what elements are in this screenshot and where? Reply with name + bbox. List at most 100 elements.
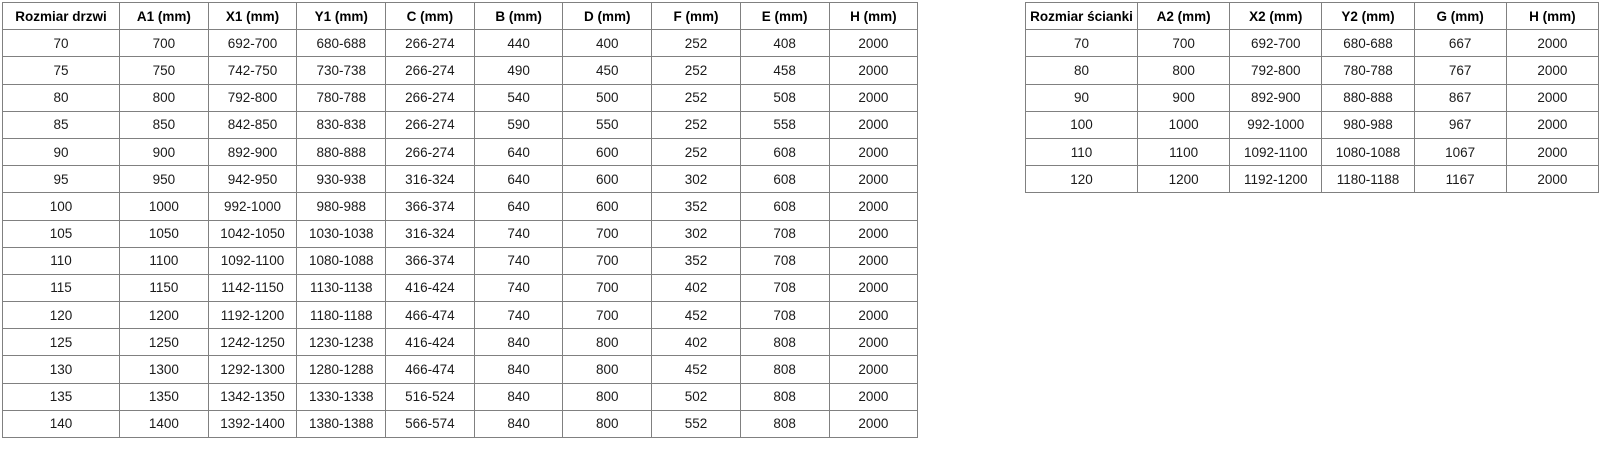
table-cell: 450 [562,56,653,85]
table-cell: 458 [739,56,830,85]
table-cell: 2000 [828,110,919,139]
table-cell: 1180-1188 [1321,165,1415,194]
table-cell: 1000 [1136,110,1231,139]
table-cell: 266-274 [385,83,475,112]
table-cell: 767 [1413,56,1507,85]
table-cell: 500 [562,83,653,112]
table-cell: 70 [2,29,120,58]
table-row: 95 950 942-950 930-938 316-324 640 600 302 608 20… [2,165,919,194]
table-cell: 608 [739,137,830,167]
table-cell: 792-800 [207,83,298,112]
table-cell: 1400 [119,409,209,439]
table-cell: 892-900 [1229,83,1323,112]
table-cell: 2000 [828,301,919,330]
table-cell: 130 [2,355,120,384]
table-cell: 2000 [828,328,919,357]
table-cell: 640 [473,137,564,167]
table-cell: 80 [1025,56,1138,85]
table-cell: 840 [473,409,564,439]
table-cell: 2000 [828,246,919,275]
table-cell: 1100 [119,246,209,275]
table-cell: 680-688 [296,29,387,58]
wall-table-body: 70 700 692-700 680-688 667 2000 80 800 792-800 78… [1025,29,1599,194]
table-cell: 402 [651,273,741,303]
table-cell: 800 [562,409,653,439]
column-header: Rozmiar ścianki [1025,1,1138,31]
table-cell: 252 [651,56,741,85]
table-cell: 316-324 [385,219,475,248]
table-cell: 700 [562,273,653,303]
table-cell: 135 [2,382,120,411]
table-cell: 1392-1400 [207,409,298,439]
table-cell: 967 [1413,110,1507,139]
table-row: 90 900 892-900 880-888 266-274 640 600 252 608 20… [2,137,919,167]
table-row: 110 1100 1092-1100 1080-1088 1067 2000 [1025,137,1599,167]
table-cell: 2000 [1505,56,1599,85]
table-row: 105 1050 1042-1050 1030-1038 316-324 740 700 30… [2,219,919,248]
table-cell: 892-900 [207,137,298,167]
table-cell: 2000 [1505,29,1599,58]
wall-table-header-row: Rozmiar ścianki A2 (mm) X2 (mm) Y2 (mm) G (m… [1025,1,1599,31]
table-cell: 867 [1413,83,1507,112]
table-cell: 600 [562,137,653,167]
column-header: D (mm) [562,1,653,31]
table-cell: 2000 [828,355,919,384]
table-cell: 400 [562,29,653,58]
table-cell: 980-988 [1321,110,1415,139]
column-header: Rozmiar drzwi [2,1,120,31]
table-row: 80 800 792-800 780-788 767 2000 [1025,56,1599,85]
table-cell: 880-888 [296,137,387,167]
table-cell: 640 [473,192,564,221]
column-header: E (mm) [739,1,830,31]
table-cell: 416-424 [385,328,475,357]
table-row: 90 900 892-900 880-888 867 2000 [1025,83,1599,112]
table-cell: 140 [2,409,120,439]
table-cell: 808 [739,355,830,384]
table-cell: 780-788 [296,83,387,112]
table-cell: 1067 [1413,137,1507,167]
table-cell: 120 [1025,165,1138,194]
table-cell: 558 [739,110,830,139]
table-row: 100 1000 992-1000 980-988 967 2000 [1025,110,1599,139]
table-cell: 700 [562,219,653,248]
table-cell: 850 [119,110,209,139]
column-header: A1 (mm) [119,1,209,31]
table-cell: 792-800 [1229,56,1323,85]
table-cell: 740 [473,246,564,275]
table-cell: 992-1000 [207,192,298,221]
table-cell: 740 [473,301,564,330]
table-row: 125 1250 1242-1250 1230-1238 416-424 840 800 40… [2,328,919,357]
table-cell: 1230-1238 [296,328,387,357]
table-cell: 1242-1250 [207,328,298,357]
table-cell: 2000 [828,219,919,248]
table-cell: 640 [473,165,564,194]
table-cell: 780-788 [1321,56,1415,85]
table-cell: 302 [651,165,741,194]
table-cell: 708 [739,219,830,248]
table-cell: 708 [739,301,830,330]
door-sizes-table: Rozmiar drzwi A1 (mm) X1 (mm) Y1 (mm) C (mm)… [2,1,919,439]
table-cell: 708 [739,246,830,275]
table-cell: 540 [473,83,564,112]
table-cell: 700 [119,29,209,58]
table-row: 135 1350 1342-1350 1330-1338 516-524 840 800 50… [2,382,919,411]
table-cell: 266-274 [385,56,475,85]
table-cell: 1342-1350 [207,382,298,411]
table-cell: 466-474 [385,355,475,384]
door-table-body: 70 700 692-700 680-688 266-274 440 400 252 408 20… [2,29,919,439]
table-cell: 110 [2,246,120,275]
column-header: A2 (mm) [1136,1,1231,31]
table-cell: 352 [651,192,741,221]
table-cell: 992-1000 [1229,110,1323,139]
table-cell: 1200 [1136,165,1231,194]
column-header: C (mm) [385,1,475,31]
table-cell: 800 [119,83,209,112]
table-cell: 452 [651,301,741,330]
table-cell: 900 [119,137,209,167]
table-cell: 1042-1050 [207,219,298,248]
table-cell: 800 [562,328,653,357]
table-cell: 408 [739,29,830,58]
table-cell: 1000 [119,192,209,221]
table-cell: 466-474 [385,301,475,330]
table-cell: 1300 [119,355,209,384]
